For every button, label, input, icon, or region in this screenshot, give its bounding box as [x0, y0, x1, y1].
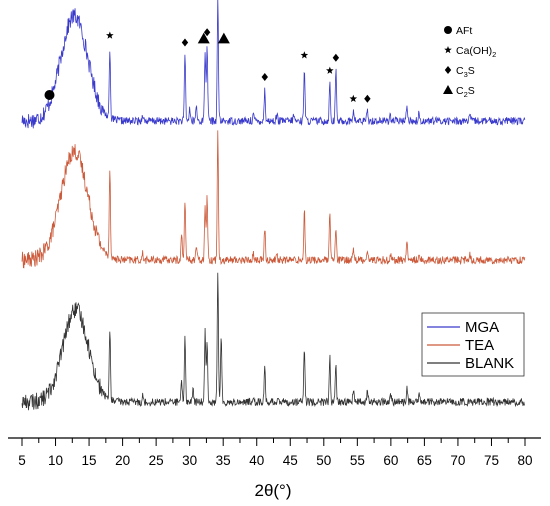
triangle-peak-marker [197, 32, 210, 44]
trace-tea [21, 130, 526, 269]
x-tick-label: 80 [517, 453, 532, 468]
diamond-peak-marker [203, 28, 211, 37]
diamond-legend-icon [444, 66, 452, 74]
star-peak-marker [326, 66, 334, 74]
circle-peak-marker [44, 90, 55, 100]
traces-group [21, 0, 526, 411]
star-legend-icon [444, 46, 452, 54]
phase-legend-label: C3S [456, 65, 475, 79]
phase-legend-main: Ca(OH) [456, 45, 492, 57]
x-ticks-group: 5 10 15 20 25 30 35 40 45 50 55 60 65 70 75 80 [18, 438, 533, 468]
phase-legend-label: Ca(OH)2 [456, 45, 496, 59]
x-tick-label: 45 [283, 453, 298, 468]
phase-legend-main: C [456, 65, 464, 77]
star-peak-marker [349, 94, 358, 102]
x-tick-label: 75 [484, 453, 499, 468]
trace-mga [21, 0, 526, 129]
phase-legend-main: C [456, 85, 464, 97]
circle-legend-icon [444, 26, 452, 34]
x-tick-label: 20 [115, 453, 130, 468]
phase-legend-sub: 2 [464, 90, 468, 99]
phase-annotations-group [44, 28, 371, 103]
phase-legend-after: S [468, 85, 475, 97]
legend-label-tea: TEA [465, 337, 494, 354]
x-tick-label: 15 [82, 453, 97, 468]
triangle-legend-icon [443, 85, 453, 94]
diamond-peak-marker [364, 94, 371, 103]
phase-legend-after: S [468, 65, 475, 77]
phase-legend-sub: 3 [464, 70, 468, 79]
x-tick-label: 50 [316, 453, 331, 468]
x-tick-label: 55 [350, 453, 365, 468]
x-axis-title: 2θ(°) [254, 481, 291, 500]
x-tick-label: 35 [216, 453, 231, 468]
x-tick-label: 70 [450, 453, 465, 468]
legend-label-mga: MGA [465, 319, 499, 336]
triangle-peak-marker [217, 32, 230, 44]
trace-blank [21, 272, 526, 411]
x-tick-label: 40 [249, 453, 264, 468]
x-tick-label: 60 [383, 453, 398, 468]
phase-legend-sub: 2 [492, 50, 496, 59]
phase-legend-label: C2S [456, 85, 475, 99]
x-tick-label: 25 [149, 453, 164, 468]
diamond-peak-marker [181, 38, 189, 47]
legend-label-blank: BLANK [465, 355, 514, 372]
diamond-peak-marker [261, 73, 268, 81]
star-peak-marker [106, 31, 114, 39]
diamond-peak-marker [332, 53, 340, 62]
x-tick-label: 5 [18, 453, 26, 468]
phase-legend-main: AFt [456, 25, 472, 37]
star-peak-marker [300, 51, 309, 59]
x-tick-label: 65 [417, 453, 432, 468]
phase-legend-label: AFt [456, 25, 472, 37]
x-tick-label: 30 [182, 453, 197, 468]
x-tick-label: 10 [48, 453, 63, 468]
